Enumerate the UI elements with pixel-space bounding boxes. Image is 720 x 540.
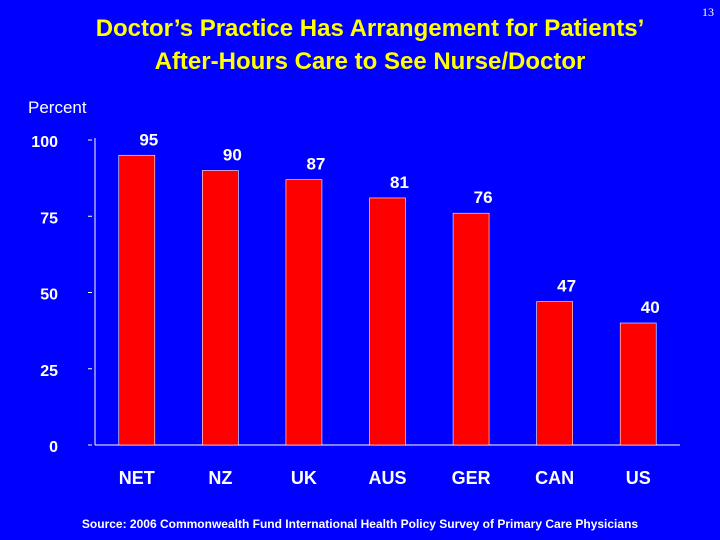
y-tick-label: 0 [49,439,58,456]
x-tick-label: GER [452,468,491,488]
bars: 95 NET 90 NZ 87 UK 81 AUS 76 GER 47 CAN 40 US [118,130,660,488]
bar [118,154,156,446]
y-tick-label: 25 [40,363,58,380]
x-tick-label: NZ [208,468,232,488]
x-tick-label: CAN [535,468,574,488]
data-label: 95 [139,130,158,149]
y-axis-label: Percent [28,98,87,117]
bar [369,197,406,446]
x-tick-label: US [626,468,651,488]
x-tick-label: AUS [368,468,406,488]
data-label: 81 [390,173,409,192]
bar [202,170,239,446]
chart-title: Doctor’s Practice Has Arrangement for Pa… [30,12,710,78]
y-tick-label: 50 [40,287,58,304]
bar [285,179,323,446]
bar [619,322,657,446]
data-label: 87 [306,155,325,174]
data-label: 76 [474,188,493,207]
x-tick-label: NET [119,468,155,488]
x-tick-label: UK [291,468,317,488]
data-label: 47 [557,277,576,296]
data-label: 90 [223,146,242,165]
bar [452,212,490,446]
data-label: 40 [641,298,660,317]
bar [536,301,573,446]
chart-title-line-1: Doctor’s Practice Has Arrangement for Pa… [95,15,645,42]
y-tick-label: 100 [31,134,58,151]
slide-number: 13 [702,5,714,19]
source-note: Source: 2006 Commonwealth Fund Internati… [81,517,639,531]
y-axis: 0 25 50 75 100 [31,134,680,456]
y-tick-label: 75 [40,210,58,227]
chart-title-line-2: After-Hours Care to See Nurse/Doctor [154,48,586,75]
